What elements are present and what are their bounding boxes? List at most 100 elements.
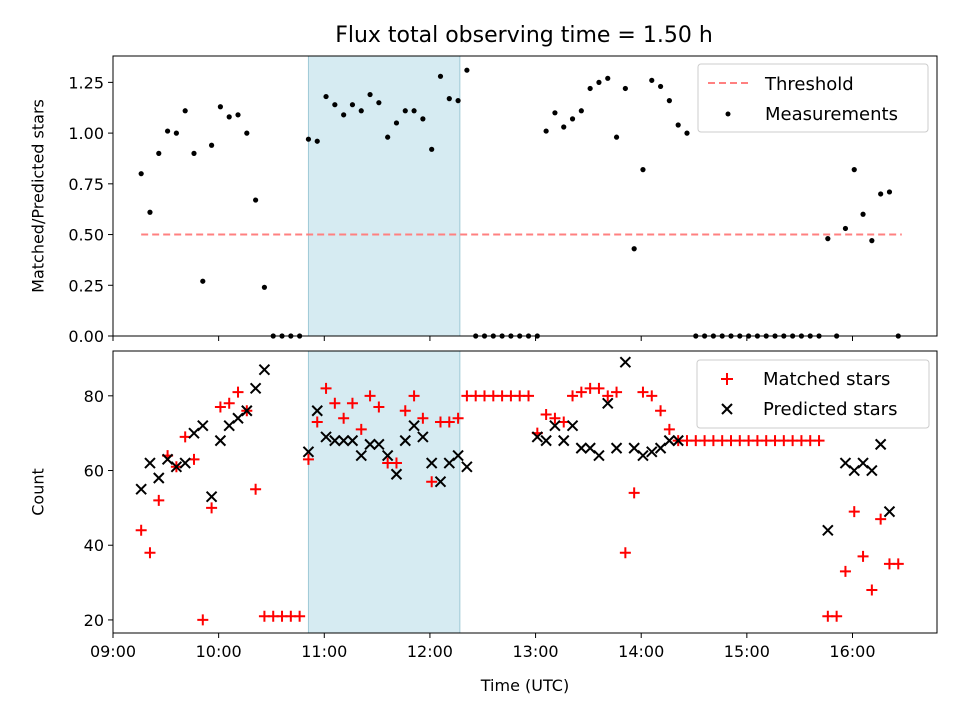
predicted-stars-point <box>197 419 209 432</box>
measurements-point <box>226 114 232 120</box>
matched-stars-point <box>663 423 675 435</box>
measurements-point <box>173 130 179 136</box>
highlight-span-bottom <box>307 350 461 634</box>
bottom-y-ticks: 20 40 60 80 <box>84 387 113 630</box>
predicted-stars-point <box>663 434 676 447</box>
matched-stars-point <box>655 405 667 417</box>
matched-stars-point <box>866 584 878 596</box>
matched-stars-point <box>831 610 843 622</box>
predicted-stars-point <box>874 438 887 451</box>
matched-stars-point <box>619 547 631 559</box>
measurements-point <box>464 67 470 73</box>
legend-predicted-swatch <box>721 403 733 415</box>
predicted-stars-point <box>205 490 218 503</box>
measurements-point <box>578 108 584 114</box>
predicted-stars-point <box>461 461 473 473</box>
measurements-point <box>147 209 153 215</box>
measurements-point <box>860 211 866 217</box>
predicted-stars-point <box>320 431 332 443</box>
measurements-point <box>596 79 602 85</box>
predicted-stars-point <box>637 449 649 462</box>
predicted-stars-point <box>144 457 156 469</box>
measurements-point <box>552 110 558 116</box>
predicted-stars-point <box>646 446 658 458</box>
measurements-point <box>358 108 364 114</box>
legend-measurements-swatch <box>725 111 731 117</box>
matched-stars-point <box>567 390 579 402</box>
x-tick-label: 14:00 <box>618 642 664 661</box>
y-tick-label: 20 <box>84 611 104 630</box>
measurements-point <box>420 116 426 122</box>
matched-stars-point <box>364 390 376 402</box>
measurements-point <box>605 75 611 81</box>
matched-stars-point <box>232 386 244 398</box>
bottom-panel-frame <box>112 350 938 634</box>
matched-stars-point <box>390 457 402 469</box>
predicted-stars-point <box>346 434 359 447</box>
matched-stars-point <box>813 435 825 447</box>
predicted-stars-point <box>390 468 403 480</box>
measurements-point <box>253 197 259 203</box>
measurements-point <box>164 128 171 134</box>
matched-stars-point <box>452 412 464 424</box>
measurements-point <box>622 85 628 92</box>
predicted-stars-point <box>241 405 253 417</box>
measurements-point <box>385 134 391 140</box>
measurements-point <box>305 136 312 142</box>
measurements-point <box>191 150 197 156</box>
y-tick-label: 1.25 <box>68 73 104 92</box>
matched-stars-point <box>575 386 587 398</box>
measurements-point <box>138 171 144 177</box>
predicted-stars-point <box>337 434 350 447</box>
measurements-point <box>349 102 356 108</box>
matched-stars-point <box>197 614 209 626</box>
predicted-stars-point <box>170 461 183 473</box>
matched-stars-point <box>144 547 156 559</box>
matched-stars-point <box>443 416 455 428</box>
predicted-stars-point <box>302 446 315 458</box>
predicted-stars-point <box>610 442 623 454</box>
top-panel: 0.00 0.25 0.50 0.75 1.00 1.25 Matched/Predict… <box>29 55 938 346</box>
measurements-point <box>200 278 206 284</box>
predicted-stars-point <box>531 431 544 443</box>
measurements-point <box>208 142 215 148</box>
matched-stars-point <box>250 483 262 495</box>
predicted-stars-point <box>593 449 605 462</box>
predicted-stars-point <box>822 524 834 536</box>
y-tick-label: 1.00 <box>68 124 104 143</box>
predicted-stars-point <box>408 419 420 432</box>
x-tick-label: 11:00 <box>301 642 347 661</box>
measurements-point <box>886 189 893 195</box>
bottom-legend-box <box>696 359 930 429</box>
legend-matched-label: Matched stars <box>763 369 890 390</box>
matched-stars-point <box>206 502 218 514</box>
matched-stars-point <box>311 416 323 428</box>
x-axis-label: Time (UTC) <box>480 676 569 695</box>
measurements-point <box>411 108 417 114</box>
measurements-point <box>217 104 224 110</box>
chart-title: Flux total observing time = 1.50 h <box>335 23 713 48</box>
highlight-span-top <box>307 55 461 337</box>
measurements-point <box>393 120 400 126</box>
measurements-point <box>261 284 268 290</box>
measurements-point <box>156 150 162 156</box>
measurements-point <box>332 102 338 108</box>
x-tick-label: 12:00 <box>407 642 453 661</box>
predicted-stars-point <box>258 363 271 376</box>
predicted-stars-point <box>399 434 411 447</box>
matched-stars-point <box>346 397 358 409</box>
matched-stars-point <box>399 405 411 417</box>
measurements-point <box>825 236 831 242</box>
x-tick-label: 13:00 <box>513 642 559 661</box>
measurements-point <box>613 134 620 140</box>
predicted-stars-point <box>434 476 447 488</box>
measurements-point <box>429 146 435 152</box>
bottom-x-ticks: 09:00 10:00 11:00 12:00 13:00 14:00 15:00 16:00 <box>90 633 876 661</box>
measurements-point <box>649 77 655 83</box>
y-tick-label: 0.75 <box>68 175 104 194</box>
bottom-legend: Matched stars Predicted stars <box>696 359 930 429</box>
matched-stars-point <box>611 386 623 398</box>
matched-stars-point <box>294 610 306 622</box>
measurements-point <box>561 124 567 130</box>
x-tick-label: 15:00 <box>724 642 770 661</box>
